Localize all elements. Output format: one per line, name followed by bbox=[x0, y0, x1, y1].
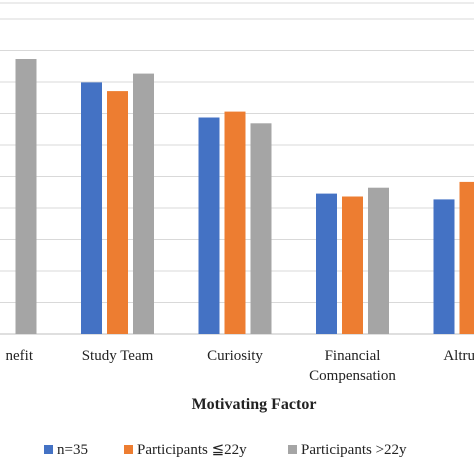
legend-item: Participants >22y bbox=[288, 442, 407, 458]
category-tick-label: Curiosity bbox=[207, 348, 263, 364]
bar bbox=[81, 82, 102, 335]
category-tick-label: Financial bbox=[325, 348, 381, 364]
category-tick-label: nefit bbox=[6, 348, 34, 364]
legend-label: n=35 bbox=[57, 442, 88, 458]
legend: n=35 Participants ≦22y Participants >22y bbox=[44, 442, 407, 458]
bar bbox=[250, 123, 272, 334]
legend-label: Participants >22y bbox=[301, 442, 407, 458]
bar bbox=[368, 187, 389, 334]
legend-swatch bbox=[44, 445, 53, 454]
legend-item: n=35 bbox=[44, 442, 88, 458]
bars bbox=[15, 59, 474, 335]
bar bbox=[316, 193, 337, 334]
bar bbox=[224, 111, 246, 334]
legend-item: Participants ≦22y bbox=[124, 442, 247, 458]
bar bbox=[433, 199, 455, 334]
x-axis-title: Motivating Factor bbox=[192, 396, 317, 413]
legend-swatch bbox=[124, 445, 133, 454]
bar bbox=[107, 91, 128, 334]
legend-swatch bbox=[288, 445, 297, 454]
category-tick-labels: nefit Study Team Curiosity Financial Compens… bbox=[6, 348, 474, 384]
category-tick-label: Study Team bbox=[82, 348, 154, 364]
bar bbox=[459, 181, 474, 334]
bar bbox=[133, 73, 154, 334]
bar bbox=[342, 196, 363, 334]
category-tick-label: Compensation bbox=[309, 368, 396, 384]
category-tick-label: Altruism bbox=[443, 348, 474, 364]
bar bbox=[15, 59, 37, 334]
bar bbox=[198, 117, 220, 334]
legend-label: Participants ≦22y bbox=[137, 442, 247, 458]
